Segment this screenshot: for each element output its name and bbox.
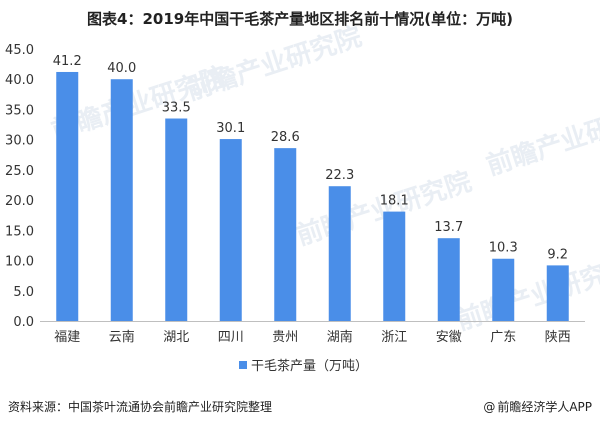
bar-1 bbox=[56, 71, 79, 321]
bar-value-label: 13.7 bbox=[434, 220, 463, 235]
bar-5 bbox=[274, 148, 297, 321]
bar-value-label: 30.1 bbox=[216, 121, 245, 136]
bar-3 bbox=[165, 118, 188, 321]
y-tick-label: 20.0 bbox=[5, 194, 34, 209]
x-tick-label: 福建 bbox=[54, 330, 80, 345]
x-tick-label: 四川 bbox=[218, 330, 244, 345]
bar-value-label: 33.5 bbox=[162, 101, 191, 116]
y-tick-label: 35.0 bbox=[5, 103, 34, 118]
bar-4 bbox=[219, 139, 242, 321]
bar-2 bbox=[110, 79, 133, 321]
x-axis: 福建 云南 湖北 四川 贵州 湖南 浙江 安徽 广东 陕西 bbox=[54, 329, 571, 345]
bar-7 bbox=[383, 211, 406, 321]
x-tick-label: 浙江 bbox=[381, 330, 407, 345]
y-tick-label: 25.0 bbox=[5, 164, 34, 179]
x-tick-label: 湖南 bbox=[327, 329, 353, 345]
y-tick-label: 40.0 bbox=[5, 73, 34, 88]
weibo-at-icon: @ bbox=[483, 400, 496, 414]
legend-label: 干毛茶产量（万吨） bbox=[251, 358, 368, 374]
watermark-text: 前瞻产业研究院 bbox=[183, 21, 366, 107]
bar-value-label: 18.1 bbox=[380, 194, 409, 209]
source-note: 资料来源：中国茶叶流通协会前瞻产业研究院整理 bbox=[8, 400, 273, 414]
bar-8 bbox=[437, 238, 460, 321]
x-tick-label: 云南 bbox=[109, 329, 135, 345]
bar-value-label: 10.3 bbox=[489, 241, 518, 256]
y-tick-label: 10.0 bbox=[5, 255, 34, 270]
watermark-text: 前瞻产业研究院 bbox=[483, 96, 600, 182]
x-tick-label: 安徽 bbox=[436, 330, 462, 345]
bar-value-label: 9.2 bbox=[547, 247, 568, 262]
data-labels: 41.2 40.0 33.5 30.1 28.6 22.3 18.1 13.7 10.3 9.2 bbox=[53, 54, 568, 262]
x-tick-label: 广东 bbox=[490, 330, 516, 345]
x-tick-label: 陕西 bbox=[545, 330, 571, 345]
chart-title: 图表4：2019年中国干毛茶产量地区排名前十情况(单位：万吨) bbox=[87, 10, 513, 28]
x-tick-label: 贵州 bbox=[272, 330, 298, 345]
bar-6 bbox=[328, 186, 351, 321]
x-tick-label: 湖北 bbox=[163, 330, 189, 345]
y-axis: 0.0 5.0 10.0 15.0 20.0 25.0 30.0 35.0 40.0 45.0 bbox=[5, 43, 34, 330]
bar-value-label: 41.2 bbox=[53, 54, 82, 69]
y-tick-label: 30.0 bbox=[5, 134, 34, 149]
bar-value-label: 28.6 bbox=[271, 130, 300, 145]
bar-value-label: 40.0 bbox=[107, 61, 136, 76]
bar-value-label: 22.3 bbox=[325, 168, 354, 183]
legend: 干毛茶产量（万吨） bbox=[239, 358, 368, 374]
y-tick-label: 45.0 bbox=[5, 43, 34, 58]
bar-10 bbox=[546, 265, 569, 321]
bar-9 bbox=[492, 258, 515, 321]
brand-credit: @ 前瞻经济学人APP bbox=[483, 398, 592, 415]
brand-name: 前瞻经济学人APP bbox=[497, 400, 592, 414]
watermark-text: 前瞻产业研究院 bbox=[453, 251, 600, 337]
y-tick-label: 15.0 bbox=[5, 224, 34, 239]
y-tick-label: 0.0 bbox=[13, 315, 34, 330]
y-tick-label: 5.0 bbox=[13, 285, 34, 300]
bars bbox=[56, 71, 569, 321]
legend-swatch bbox=[239, 361, 247, 369]
